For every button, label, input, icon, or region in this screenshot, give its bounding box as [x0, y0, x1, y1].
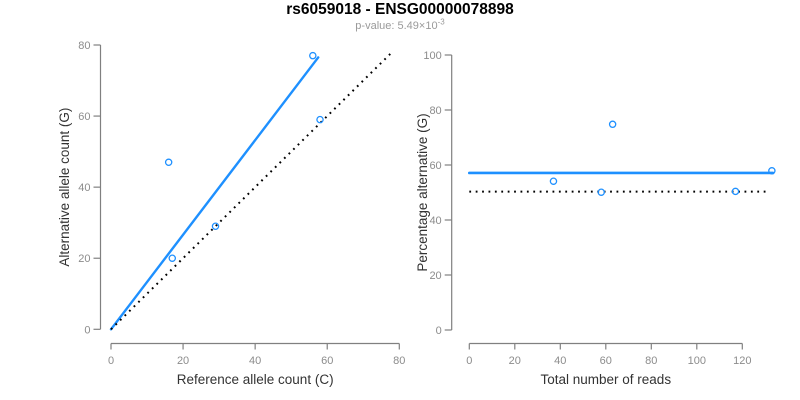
data-point — [316, 115, 324, 124]
data-point — [608, 120, 617, 129]
x-tick-label: 0 — [466, 355, 472, 367]
y-tick-label: 80 — [429, 105, 441, 117]
y-tick-label: 40 — [429, 215, 441, 227]
x-tick-label: 80 — [393, 355, 405, 367]
x-tick-label: 40 — [554, 355, 566, 367]
x-tick-label: 60 — [600, 355, 612, 367]
x-tick-label: 20 — [509, 355, 521, 367]
x-tick-label: 20 — [177, 355, 189, 367]
plot-percentage-vs-reads: 0 20 40 60 80 100 120 0 20 40 60 80 100 Total number … — [415, 50, 776, 387]
x-axis-title: Total number of reads — [541, 372, 672, 387]
x-tick-label: 40 — [249, 355, 261, 367]
data-point — [211, 222, 220, 230]
data-point — [164, 158, 173, 167]
y-tick-label: 0 — [436, 325, 442, 337]
x-tick-label: 0 — [108, 355, 114, 367]
plot-allele-counts: 0 20 40 60 80 0 20 40 60 80 Reference allele count… — [57, 40, 405, 387]
y-axis-title: Percentage alternative (G) — [415, 113, 430, 271]
data-point — [549, 177, 558, 185]
y-tick-label: 60 — [429, 160, 441, 172]
x-tick-label: 100 — [688, 355, 706, 367]
data-point — [597, 188, 606, 196]
fit-line — [109, 56, 320, 331]
y-tick-label: 20 — [429, 270, 441, 282]
data-point — [731, 187, 740, 196]
y-tick-label: 40 — [78, 182, 90, 194]
y-tick-label: 100 — [423, 50, 441, 62]
y-tick-label: 20 — [78, 253, 90, 265]
y-tick-label: 60 — [78, 111, 90, 123]
data-point — [768, 167, 776, 175]
y-tick-label: 0 — [84, 324, 90, 336]
data-point — [309, 51, 317, 60]
x-tick-label: 80 — [645, 355, 657, 367]
identity-line — [110, 53, 391, 331]
y-tick-label: 80 — [78, 40, 90, 52]
x-axis-title: Reference allele count (C) — [177, 372, 334, 387]
data-point — [168, 254, 177, 262]
y-axis-title: Alternative allele count (G) — [57, 108, 72, 267]
x-tick-label: 120 — [733, 355, 751, 367]
x-tick-label: 60 — [321, 355, 333, 367]
